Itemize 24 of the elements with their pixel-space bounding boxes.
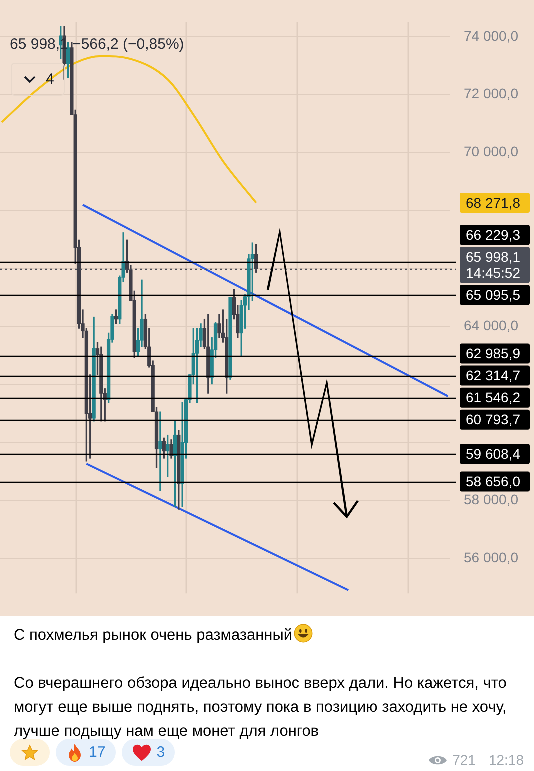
- text: 68 271,8: [466, 194, 521, 211]
- ref-line-label: 59 608,4: [466, 446, 521, 462]
- text: 12:18: [488, 752, 524, 768]
- candlestick: [158, 412, 162, 492]
- y-tick-label: 70 000,0: [464, 144, 519, 160]
- ref-line-label: 61 546,2: [466, 390, 521, 406]
- text: Со вчерашнего обзора идеально вынос вверх дали. Но кажется, что могут еще выше поднять, поэтому пока в позицию заходить не хочу, лучше подыщу нам еще монет для лонгов: [14, 674, 508, 742]
- text: 17: [89, 744, 106, 761]
- ref-line-label: 58 656,0: [466, 474, 521, 490]
- ref-line-label: 65 095,5: [466, 286, 521, 303]
- text: 3: [156, 744, 166, 761]
- text: 721: [452, 752, 476, 768]
- ref-line-label: 62 985,9: [466, 346, 521, 362]
- line-series: [0, 55, 258, 204]
- y-tick-label: 56 000,0: [464, 550, 519, 566]
- y-tick-label: 58 000,0: [464, 492, 519, 508]
- y-tick-label: 64 000,0: [464, 318, 519, 334]
- y-tick-label: 72 000,0: [464, 86, 519, 102]
- text: С похмелья рынок очень размазанный: [14, 626, 294, 646]
- y-tick-label: 74 000,0: [464, 28, 519, 44]
- ref-line-label: 62 314,7: [466, 368, 521, 384]
- ref-line-label: 65 998,1 14:45:52: [466, 248, 521, 281]
- ref-line-label: 66 229,3: [466, 226, 521, 243]
- ref-line-label: 60 793,7: [466, 412, 521, 428]
